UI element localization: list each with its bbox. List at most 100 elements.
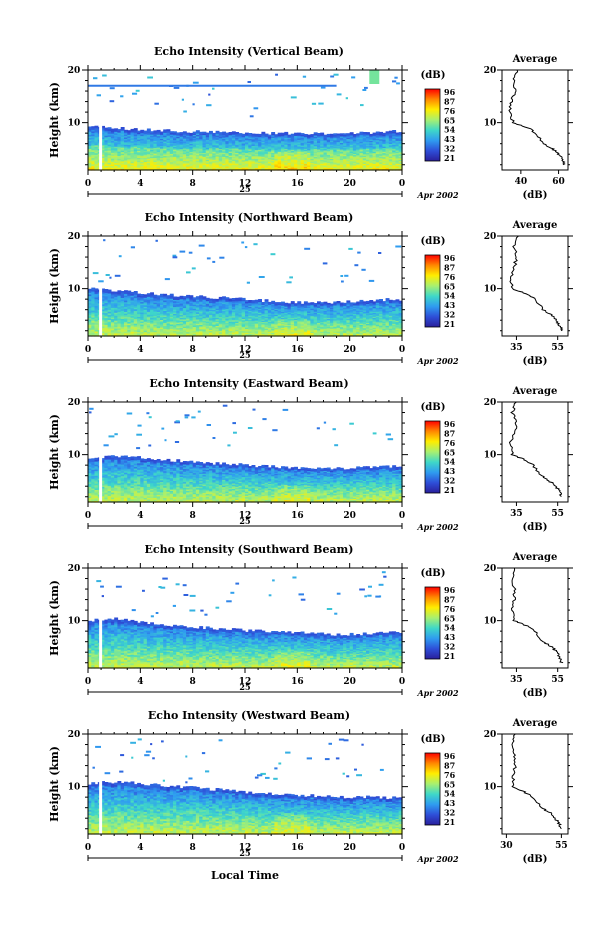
x-tick-label: 0 xyxy=(399,345,405,355)
profile-frame xyxy=(502,402,568,502)
profile-line xyxy=(510,236,562,331)
profile-title: Average xyxy=(512,718,558,729)
profile-y-tick: 20 xyxy=(484,730,497,740)
profile-xlabel: (dB) xyxy=(523,522,548,533)
data-gap xyxy=(99,734,102,834)
x-tick-label: 8 xyxy=(190,345,196,355)
data-gap xyxy=(99,402,102,502)
x-tick-label: 20 xyxy=(343,179,356,189)
profile-line xyxy=(510,402,562,497)
y-tick-label: 20 xyxy=(68,398,81,408)
x-tick-label: 16 xyxy=(291,677,304,687)
y-axis-title: Height (km) xyxy=(48,82,61,158)
panel-4: Echo Intensity (Westward Beam)2010Height… xyxy=(48,709,573,865)
x-tick-label: 20 xyxy=(343,511,356,521)
x-tick-label: 4 xyxy=(137,677,143,687)
date-label: 25 xyxy=(239,350,250,360)
profile-x-tick: 55 xyxy=(551,343,564,353)
x-tick-label: 0 xyxy=(399,843,405,853)
y-tick-label: 10 xyxy=(68,783,81,793)
x-tick-label: 4 xyxy=(137,511,143,521)
profile-xlabel: (dB) xyxy=(523,688,548,699)
x-tick-label: 8 xyxy=(190,511,196,521)
date-label: 25 xyxy=(239,184,250,194)
colorbar-tick: 21 xyxy=(444,319,455,329)
x-tick-label: 0 xyxy=(399,511,405,521)
x-tick-label: 0 xyxy=(85,345,91,355)
y-tick-label: 10 xyxy=(68,119,81,129)
profile-x-tick: 55 xyxy=(555,841,568,851)
heatmap-cells xyxy=(88,70,403,171)
profile-xlabel: (dB) xyxy=(523,854,548,865)
panel-title: Echo Intensity (Northward Beam) xyxy=(145,211,354,224)
colorbar-unit: (dB) xyxy=(421,402,446,413)
y-tick-label: 20 xyxy=(68,66,81,76)
x-tick-label: 8 xyxy=(190,843,196,853)
profile-y-tick: 20 xyxy=(484,398,497,408)
profile-x-tick: 55 xyxy=(551,509,564,519)
upper-echo-patch xyxy=(369,70,379,84)
profile-y-tick: 20 xyxy=(484,232,497,242)
month-label: Apr 2002 xyxy=(416,522,459,532)
colorbar-swatch xyxy=(425,421,440,493)
x-tick-label: 0 xyxy=(399,677,405,687)
colorbar-tick: 21 xyxy=(444,485,455,495)
colorbar-tick: 21 xyxy=(444,651,455,661)
x-tick-label: 0 xyxy=(85,179,91,189)
panel-title: Echo Intensity (Southward Beam) xyxy=(145,543,354,556)
profile-title: Average xyxy=(512,220,558,231)
x-tick-label: 4 xyxy=(137,843,143,853)
date-label: 25 xyxy=(239,682,250,692)
y-tick-label: 10 xyxy=(68,285,81,295)
x-tick-label: 4 xyxy=(137,179,143,189)
profile-line xyxy=(512,568,564,663)
date-label: 25 xyxy=(239,516,250,526)
panel-3: Echo Intensity (Southward Beam)2010Heigh… xyxy=(48,543,573,699)
panel-2: Echo Intensity (Eastward Beam)2010Height… xyxy=(48,377,573,533)
x-tick-label: 16 xyxy=(291,511,304,521)
profile-line xyxy=(512,734,561,829)
x-tick-label: 4 xyxy=(137,345,143,355)
colorbar-swatch xyxy=(425,753,440,825)
y-tick-label: 10 xyxy=(68,451,81,461)
panel-1: Echo Intensity (Northward Beam)2010Heigh… xyxy=(48,211,573,367)
colorbar-tick: 21 xyxy=(444,817,455,827)
profile-x-tick: 55 xyxy=(551,675,564,685)
date-label: 25 xyxy=(239,848,250,858)
data-gap xyxy=(99,236,102,336)
x-tick-label: 0 xyxy=(399,179,405,189)
x-tick-label: 20 xyxy=(343,843,356,853)
x-tick-label: 16 xyxy=(291,179,304,189)
x-tick-label: 8 xyxy=(190,179,196,189)
profile-y-tick: 10 xyxy=(484,617,497,627)
y-tick-label: 20 xyxy=(68,232,81,242)
upper-echo-layer xyxy=(88,85,337,87)
x-tick-label: 0 xyxy=(85,843,91,853)
profile-y-tick: 10 xyxy=(484,783,497,793)
panel-title: Echo Intensity (Eastward Beam) xyxy=(149,377,348,390)
month-label: Apr 2002 xyxy=(416,854,459,864)
panel-title: Echo Intensity (Westward Beam) xyxy=(148,709,350,722)
profile-xlabel: (dB) xyxy=(523,356,548,367)
x-tick-label: 20 xyxy=(343,345,356,355)
profile-x-tick: 60 xyxy=(552,177,565,187)
heatmap-cells xyxy=(88,402,403,503)
data-gap xyxy=(99,568,102,668)
panel-0: Echo Intensity (Vertical Beam) 20 10 Height… xyxy=(48,45,573,201)
panel-title: Echo Intensity (Vertical Beam) xyxy=(154,45,344,58)
colorbar-swatch xyxy=(425,255,440,327)
month-label: Apr 2002 xyxy=(416,356,459,366)
profile-xlabel: (dB) xyxy=(523,190,548,201)
profile-title: Average xyxy=(512,552,558,563)
profile-y-tick: 10 xyxy=(484,119,497,129)
month-label: Apr 2002 xyxy=(416,688,459,698)
profile-x-tick: 40 xyxy=(515,177,528,187)
